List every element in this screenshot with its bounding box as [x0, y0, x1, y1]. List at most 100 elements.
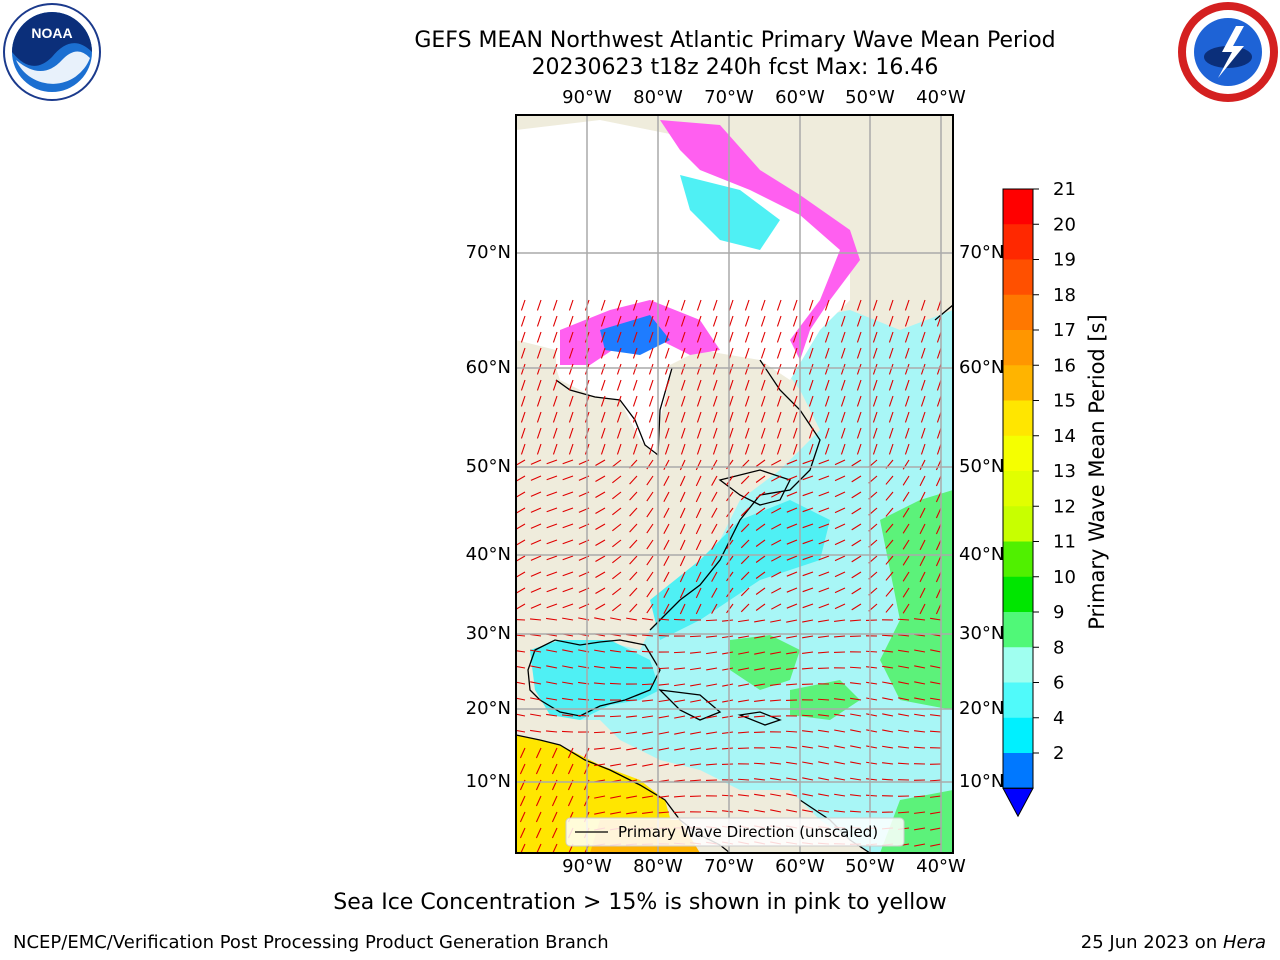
wave-arrow: [904, 427, 910, 439]
wave-arrow: [738, 683, 750, 687]
wave-arrow: [690, 763, 702, 766]
lon-tick-bottom: 40°W: [916, 856, 966, 877]
wave-arrow: [711, 475, 718, 486]
wave-arrow: [663, 523, 670, 534]
wave-arrow: [632, 347, 638, 359]
wave-arrow: [851, 491, 862, 499]
wave-arrow: [856, 395, 862, 407]
wave-arrow: [818, 729, 830, 733]
wave-arrow: [866, 778, 878, 781]
wave-arrow: [520, 411, 526, 423]
wave-arrow: [546, 587, 558, 593]
lat-tick-left: 10°N: [465, 771, 511, 792]
wave-arrow: [754, 778, 766, 781]
colorbar-tick-label: 11: [1053, 532, 1076, 553]
wave-arrow: [632, 443, 638, 455]
wave-arrow: [689, 635, 702, 638]
wave-arrow: [530, 523, 542, 529]
wave-arrow: [834, 698, 846, 701]
wave-arrow: [760, 395, 766, 407]
wave-arrow: [738, 635, 750, 639]
wave-arrow: [711, 603, 718, 614]
wave-arrow: [595, 491, 606, 498]
wave-arrow: [755, 523, 766, 531]
wave-arrow: [849, 666, 862, 669]
wave-arrow: [706, 699, 718, 703]
wave-arrow: [920, 379, 926, 391]
wave-arrow: [866, 761, 878, 765]
wave-arrow: [726, 475, 734, 486]
wave-arrow: [840, 347, 846, 359]
wave-arrow: [904, 347, 910, 359]
wave-arrow: [595, 555, 606, 562]
wave-arrow: [740, 555, 750, 565]
wave-arrow: [834, 810, 846, 813]
wave-arrow: [866, 666, 878, 669]
footer-date: 25 Jun 2023 on: [1080, 932, 1223, 953]
wave-arrow: [658, 715, 670, 719]
wave-arrow: [616, 395, 622, 407]
wave-arrow: [546, 681, 558, 685]
wave-arrow: [818, 777, 830, 781]
wave-arrow: [536, 427, 542, 439]
wave-arrow: [561, 730, 574, 733]
wave-arrow: [680, 331, 686, 343]
wave-arrow: [646, 523, 654, 534]
colorbar-segment: [1003, 224, 1033, 260]
wave-arrow: [664, 315, 670, 327]
wave-arrow: [904, 411, 910, 423]
wave-arrow: [680, 315, 686, 327]
wave-arrow: [808, 443, 814, 455]
wave-arrow: [610, 795, 622, 799]
wave-arrow: [562, 571, 574, 577]
wave-arrow: [706, 683, 718, 687]
wave-arrow: [530, 697, 542, 701]
colorbar-tick-label: 18: [1053, 285, 1076, 306]
wave-direction-arrows: [516, 299, 942, 853]
wave-arrow: [802, 539, 814, 545]
wave-arrow: [897, 811, 910, 814]
wave-arrow: [568, 379, 574, 391]
wave-arrow: [802, 603, 814, 609]
wave-arrow: [679, 555, 686, 567]
wave-arrow: [632, 411, 638, 423]
map-frame: [515, 114, 954, 854]
wave-arrow: [882, 762, 894, 765]
wave-arrow: [696, 443, 702, 455]
wave-arrow: [679, 523, 686, 535]
wave-arrow: [594, 795, 606, 799]
wave-arrow: [760, 299, 766, 311]
wave-arrow: [632, 395, 638, 407]
wave-arrow: [722, 715, 734, 719]
wave-arrow: [530, 475, 542, 481]
wave-arrow: [648, 379, 654, 391]
wave-arrow: [792, 363, 798, 375]
wave-arrow: [546, 539, 558, 545]
wave-arrow: [740, 539, 750, 549]
wave-arrow: [711, 459, 718, 470]
wave-arrow: [600, 315, 606, 327]
wave-arrow: [663, 459, 670, 470]
wave-arrow: [786, 635, 798, 639]
wave-arrow: [771, 555, 782, 562]
colorbar-tick-label: 2: [1053, 743, 1064, 764]
wave-arrow: [562, 555, 574, 561]
wave-arrow: [658, 699, 670, 703]
wave-arrow: [851, 603, 862, 611]
wave-arrow: [629, 587, 638, 597]
wave-arrow: [546, 665, 558, 669]
wave-arrow: [600, 379, 606, 391]
wave-arrow: [600, 347, 606, 359]
wave-arrow: [786, 523, 798, 529]
wave-arrow: [935, 491, 942, 503]
wave-arrow: [771, 571, 782, 578]
wave-arrow: [755, 539, 766, 547]
wave-arrow: [930, 681, 942, 685]
wave-arrow: [664, 363, 670, 375]
wave-arrow: [856, 347, 862, 359]
wave-arrow: [771, 539, 782, 546]
lat-tick-left: 40°N: [465, 544, 511, 565]
wave-arrow: [919, 603, 926, 615]
wave-arrow: [536, 347, 542, 359]
lon-tick-top: 50°W: [845, 87, 895, 108]
